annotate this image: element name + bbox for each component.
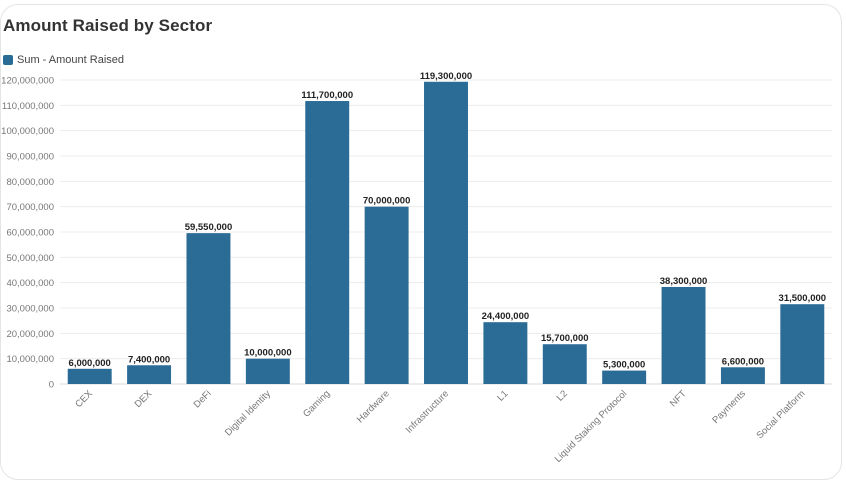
data-label: 15,700,000 [541, 333, 589, 344]
x-tick-label: Digital Identity [223, 388, 273, 438]
y-tick-label: 20,000,000 [6, 329, 54, 340]
x-tick-label: Social Platform [754, 388, 807, 441]
y-tick-label: 110,000,000 [2, 101, 54, 112]
data-label: 6,600,000 [722, 356, 764, 367]
y-tick-label: 70,000,000 [6, 202, 54, 213]
bar[interactable] [305, 101, 350, 384]
y-tick-label: 50,000,000 [6, 253, 54, 264]
x-tick-label: L1 [495, 388, 510, 403]
bar[interactable] [67, 368, 112, 384]
data-label: 24,400,000 [482, 311, 530, 322]
chart-card: Amount Raised by Sector Sum - Amount Rai… [0, 4, 842, 480]
bar[interactable] [245, 358, 290, 384]
data-label: 59,550,000 [185, 222, 233, 233]
x-tick-label: L2 [555, 388, 570, 403]
y-tick-label: 100,000,000 [1, 126, 54, 137]
y-tick-label: 10,000,000 [6, 354, 54, 365]
bar[interactable] [364, 206, 409, 384]
x-tick-label: CEX [73, 388, 95, 410]
data-label: 38,300,000 [660, 276, 708, 287]
y-tick-label: 40,000,000 [6, 278, 54, 289]
bar[interactable] [186, 233, 231, 384]
y-tick-label: 120,000,000 [1, 76, 54, 87]
y-tick-label: 80,000,000 [6, 177, 54, 188]
data-label: 111,700,000 [301, 90, 353, 101]
x-tick-label: DeFi [192, 388, 214, 410]
bar[interactable] [720, 367, 765, 384]
legend-label: Sum - Amount Raised [17, 54, 124, 66]
x-tick-label: Payments [710, 388, 748, 426]
bar[interactable] [483, 322, 528, 384]
legend-swatch [3, 55, 13, 65]
x-tick-label: NFT [668, 388, 689, 409]
bar[interactable] [127, 365, 172, 384]
y-tick-label: 30,000,000 [6, 304, 54, 315]
y-tick-label: 90,000,000 [6, 152, 54, 163]
bar[interactable] [661, 286, 706, 384]
data-label: 5,300,000 [603, 360, 645, 371]
data-label: 119,300,000 [420, 71, 472, 82]
data-label: 10,000,000 [244, 348, 292, 359]
y-tick-label: 0 [49, 380, 54, 391]
data-label: 6,000,000 [69, 358, 111, 369]
x-tick-label: Gaming [301, 388, 332, 419]
legend[interactable]: Sum - Amount Raised [3, 54, 124, 66]
x-tick-label: Infrastructure [404, 388, 451, 435]
bar[interactable] [424, 81, 468, 385]
data-label: 31,500,000 [779, 293, 827, 304]
bar[interactable] [780, 304, 825, 384]
x-tick-label: DEX [133, 388, 155, 410]
chart-title: Amount Raised by Sector [3, 16, 213, 35]
bar[interactable] [542, 344, 587, 384]
data-label: 7,400,000 [128, 354, 170, 365]
y-tick-label: 60,000,000 [6, 228, 54, 239]
data-label: 70,000,000 [363, 196, 411, 207]
x-tick-label: Hardware [355, 388, 392, 425]
bar[interactable] [602, 370, 647, 384]
